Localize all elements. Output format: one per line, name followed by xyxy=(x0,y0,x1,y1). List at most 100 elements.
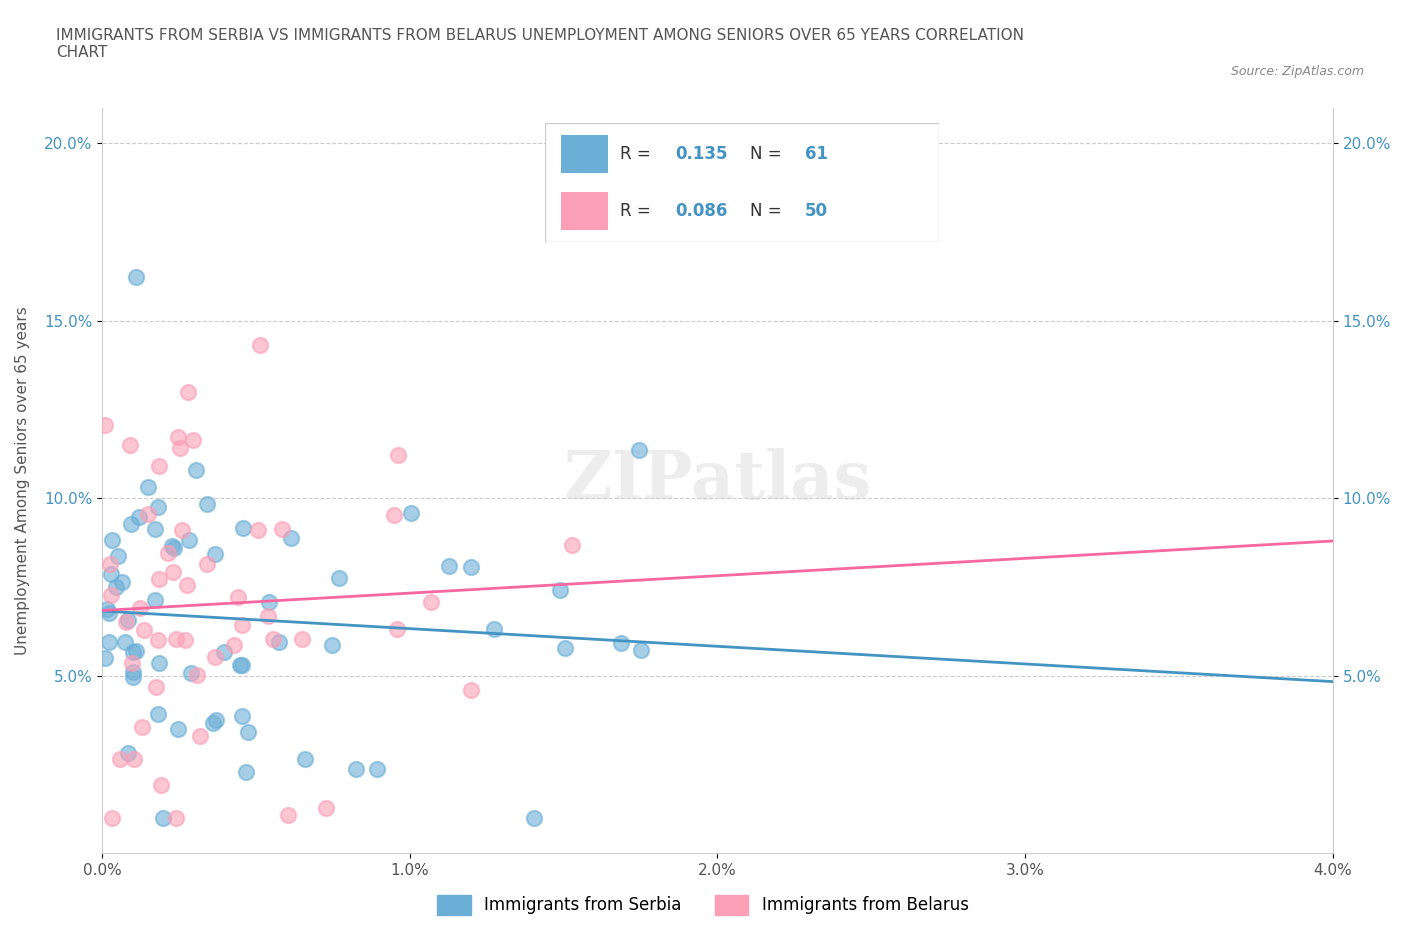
Immigrants from Belarus xyxy=(561,538,583,552)
Immigrants from Serbia xyxy=(344,762,367,777)
Immigrants from Belarus xyxy=(271,522,294,537)
Immigrants from Serbia xyxy=(548,582,571,597)
Immigrants from Belarus xyxy=(169,441,191,456)
Immigrants from Serbia xyxy=(114,634,136,649)
Immigrants from Serbia xyxy=(111,574,134,589)
Immigrants from Serbia xyxy=(146,707,169,722)
Immigrants from Serbia xyxy=(177,533,200,548)
Immigrants from Serbia xyxy=(202,715,225,730)
Immigrants from Belarus xyxy=(315,801,337,816)
Immigrants from Serbia xyxy=(460,560,482,575)
Immigrants from Belarus xyxy=(122,752,145,767)
Immigrants from Serbia xyxy=(122,665,145,680)
Immigrants from Belarus xyxy=(188,728,211,743)
Immigrants from Belarus xyxy=(150,777,173,792)
Immigrants from Serbia xyxy=(101,533,124,548)
Immigrants from Serbia xyxy=(166,721,188,736)
Immigrants from Belarus xyxy=(120,438,142,453)
Immigrants from Belarus xyxy=(132,623,155,638)
Immigrants from Belarus xyxy=(162,565,184,579)
Immigrants from Serbia xyxy=(120,516,142,531)
Immigrants from Belarus xyxy=(100,810,122,825)
Immigrants from Serbia xyxy=(609,635,631,650)
Immigrants from Belarus xyxy=(100,587,122,602)
Immigrants from Belarus xyxy=(174,632,197,647)
Immigrants from Serbia xyxy=(143,592,166,607)
Immigrants from Serbia xyxy=(554,641,576,656)
Immigrants from Belarus xyxy=(170,523,193,538)
Immigrants from Serbia xyxy=(100,566,122,581)
Immigrants from Serbia xyxy=(98,605,121,620)
Immigrants from Serbia xyxy=(128,510,150,525)
Immigrants from Serbia xyxy=(236,724,259,739)
Immigrants from Belarus xyxy=(257,608,280,623)
Immigrants from Belarus xyxy=(262,631,284,646)
Immigrants from Belarus xyxy=(94,418,117,432)
Immigrants from Serbia xyxy=(136,480,159,495)
Immigrants from Belarus xyxy=(291,632,314,647)
Immigrants from Belarus xyxy=(382,508,405,523)
Immigrants from Serbia xyxy=(294,751,316,766)
Immigrants from Serbia xyxy=(231,709,253,724)
Immigrants from Belarus xyxy=(165,810,187,825)
Immigrants from Serbia xyxy=(146,499,169,514)
Immigrants from Serbia xyxy=(121,644,143,659)
Immigrants from Belarus xyxy=(249,338,271,352)
Immigrants from Belarus xyxy=(100,556,122,571)
Immigrants from Belarus xyxy=(181,432,204,447)
Immigrants from Belarus xyxy=(145,680,167,695)
Y-axis label: Unemployment Among Seniors over 65 years: Unemployment Among Seniors over 65 years xyxy=(15,306,30,655)
Immigrants from Belarus xyxy=(176,578,198,592)
Immigrants from Serbia xyxy=(232,521,254,536)
Immigrants from Belarus xyxy=(226,590,249,604)
Immigrants from Serbia xyxy=(628,443,651,458)
Immigrants from Serbia xyxy=(204,547,226,562)
Immigrants from Serbia xyxy=(122,670,145,684)
Immigrants from Belarus xyxy=(387,447,409,462)
Immigrants from Serbia xyxy=(148,656,170,671)
Immigrants from Belarus xyxy=(231,618,253,632)
Immigrants from Belarus xyxy=(176,384,198,399)
Immigrants from Belarus xyxy=(148,571,170,586)
Immigrants from Serbia xyxy=(184,462,207,477)
Immigrants from Serbia xyxy=(124,644,146,658)
Immigrants from Serbia xyxy=(143,521,166,536)
Immigrants from Belarus xyxy=(387,621,409,636)
Text: IMMIGRANTS FROM SERBIA VS IMMIGRANTS FROM BELARUS UNEMPLOYMENT AMONG SENIORS OVE: IMMIGRANTS FROM SERBIA VS IMMIGRANTS FRO… xyxy=(56,28,1024,60)
Immigrants from Belarus xyxy=(277,807,299,822)
Immigrants from Serbia xyxy=(437,559,460,574)
Immigrants from Belarus xyxy=(156,545,179,560)
Immigrants from Belarus xyxy=(247,523,270,538)
Immigrants from Belarus xyxy=(146,632,169,647)
Immigrants from Serbia xyxy=(235,764,257,779)
Immigrants from Belarus xyxy=(166,430,188,445)
Immigrants from Serbia xyxy=(269,634,291,649)
Immigrants from Serbia xyxy=(523,810,546,825)
Immigrants from Belarus xyxy=(460,683,482,698)
Immigrants from Serbia xyxy=(229,658,252,672)
Immigrants from Serbia xyxy=(195,497,218,512)
Immigrants from Serbia xyxy=(107,549,129,564)
Immigrants from Serbia xyxy=(96,602,118,617)
Immigrants from Belarus xyxy=(186,668,208,683)
Legend: Immigrants from Serbia, Immigrants from Belarus: Immigrants from Serbia, Immigrants from … xyxy=(430,888,976,922)
Immigrants from Serbia xyxy=(231,658,253,672)
Immigrants from Serbia xyxy=(117,746,139,761)
Immigrants from Serbia xyxy=(205,712,228,727)
Immigrants from Belarus xyxy=(131,720,153,735)
Immigrants from Belarus xyxy=(204,649,226,664)
Immigrants from Serbia xyxy=(401,505,423,520)
Immigrants from Serbia xyxy=(321,637,343,652)
Immigrants from Belarus xyxy=(165,631,187,646)
Text: ZIPatlas: ZIPatlas xyxy=(564,448,872,513)
Immigrants from Serbia xyxy=(212,644,235,659)
Immigrants from Serbia xyxy=(94,650,117,665)
Immigrants from Serbia xyxy=(280,531,302,546)
Immigrants from Serbia xyxy=(98,634,121,649)
Text: Source: ZipAtlas.com: Source: ZipAtlas.com xyxy=(1230,65,1364,78)
Immigrants from Serbia xyxy=(484,621,506,636)
Immigrants from Belarus xyxy=(121,656,143,671)
Immigrants from Belarus xyxy=(148,458,170,473)
Immigrants from Serbia xyxy=(105,579,128,594)
Immigrants from Serbia xyxy=(257,594,280,609)
